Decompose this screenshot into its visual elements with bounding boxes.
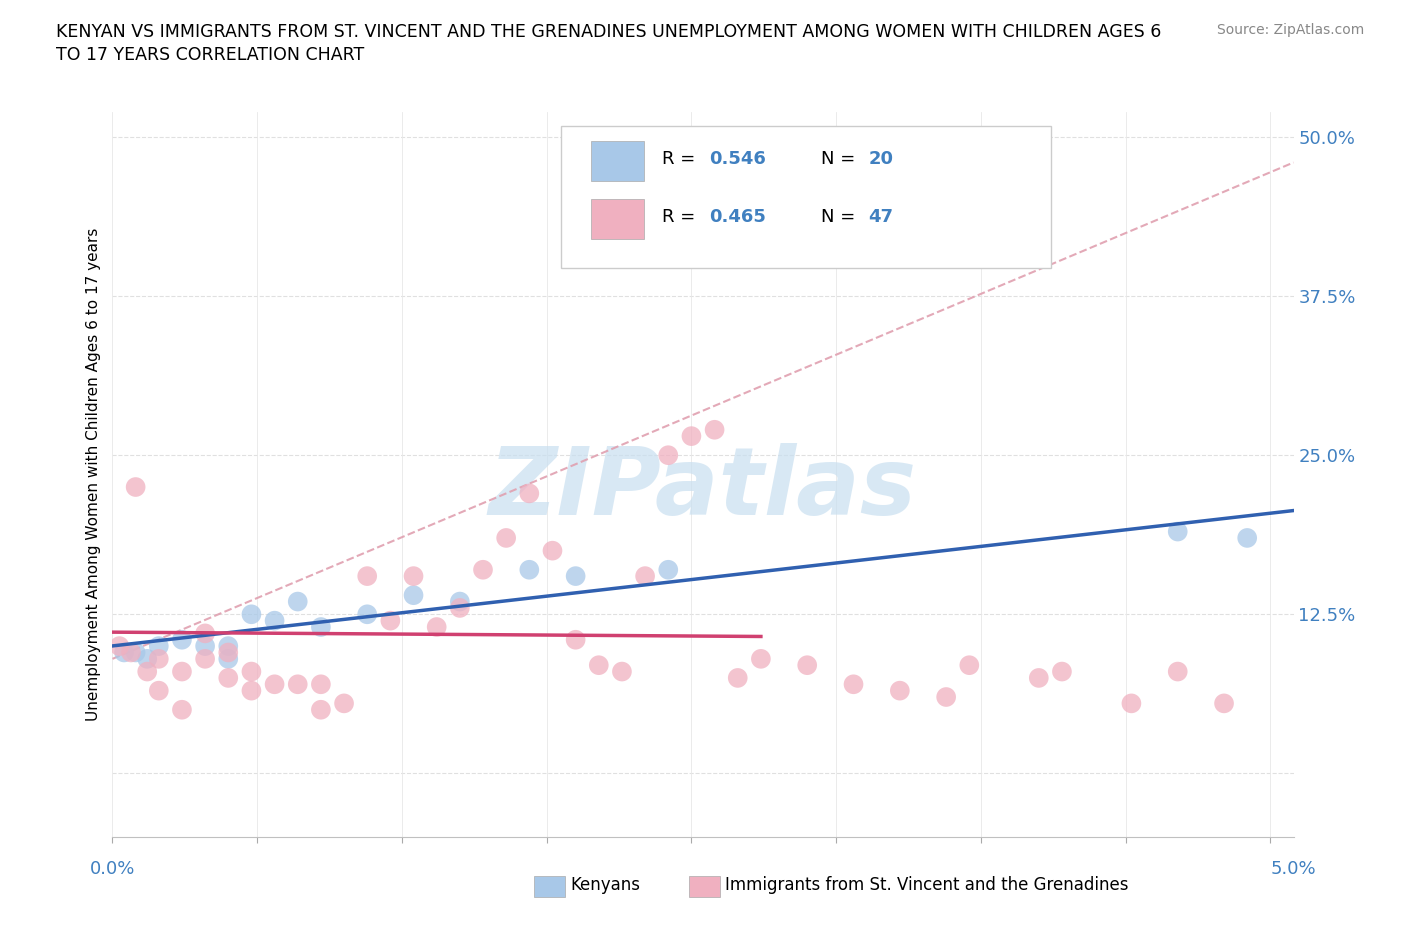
Point <box>148 639 170 654</box>
Point <box>148 684 170 698</box>
Point <box>120 645 142 660</box>
Point <box>634 568 657 583</box>
Point <box>564 568 586 583</box>
Point <box>495 530 517 545</box>
Point <box>449 594 471 609</box>
Point <box>124 645 146 660</box>
Point <box>842 677 865 692</box>
Point <box>1121 696 1143 711</box>
Text: Immigrants from St. Vincent and the Grenadines: Immigrants from St. Vincent and the Gren… <box>725 876 1129 895</box>
Point <box>957 658 980 672</box>
Text: R =: R = <box>662 207 700 226</box>
Text: Kenyans: Kenyans <box>571 876 641 895</box>
Point <box>1236 530 1258 545</box>
Point <box>796 658 818 672</box>
Text: TO 17 YEARS CORRELATION CHART: TO 17 YEARS CORRELATION CHART <box>56 46 364 64</box>
Point <box>112 645 135 660</box>
Point <box>402 588 425 603</box>
Point <box>380 613 402 628</box>
Point <box>1167 525 1189 539</box>
Point <box>749 651 772 666</box>
Point <box>356 568 378 583</box>
Text: R =: R = <box>662 150 700 167</box>
Point <box>309 619 332 634</box>
Point <box>170 702 193 717</box>
Bar <box>591 199 644 239</box>
Point <box>517 563 540 578</box>
Point <box>217 671 239 685</box>
Point <box>517 486 540 501</box>
Point <box>194 626 217 641</box>
Point <box>889 684 911 698</box>
FancyBboxPatch shape <box>561 126 1052 268</box>
Point <box>240 684 263 698</box>
Point <box>170 664 193 679</box>
Point <box>356 607 378 622</box>
Text: 20: 20 <box>869 150 893 167</box>
Point <box>309 702 332 717</box>
Text: N =: N = <box>821 150 860 167</box>
Point <box>263 613 285 628</box>
Point <box>1028 671 1050 685</box>
Point <box>217 645 239 660</box>
Point <box>136 651 159 666</box>
Text: 0.465: 0.465 <box>709 207 766 226</box>
Point <box>1213 696 1236 711</box>
Text: 0.0%: 0.0% <box>90 860 135 878</box>
Text: Source: ZipAtlas.com: Source: ZipAtlas.com <box>1216 23 1364 37</box>
Point <box>287 594 309 609</box>
Point <box>194 651 217 666</box>
Bar <box>591 140 644 180</box>
Point <box>217 651 239 666</box>
Point <box>541 543 564 558</box>
Point <box>449 601 471 616</box>
Point <box>588 658 610 672</box>
Point <box>681 429 703 444</box>
Point <box>240 664 263 679</box>
Text: 5.0%: 5.0% <box>1271 860 1316 878</box>
Point <box>170 632 193 647</box>
Point <box>564 632 586 647</box>
Text: 47: 47 <box>869 207 893 226</box>
Point <box>472 563 495 578</box>
Point <box>194 639 217 654</box>
Point <box>1167 664 1189 679</box>
Text: KENYAN VS IMMIGRANTS FROM ST. VINCENT AND THE GRENADINES UNEMPLOYMENT AMONG WOME: KENYAN VS IMMIGRANTS FROM ST. VINCENT AN… <box>56 23 1161 41</box>
Point <box>703 422 725 437</box>
Point <box>287 677 309 692</box>
Point <box>240 607 263 622</box>
Point <box>263 677 285 692</box>
Point <box>657 447 679 462</box>
Point <box>610 664 633 679</box>
Point <box>333 696 356 711</box>
Point <box>935 689 957 704</box>
Point <box>148 651 170 666</box>
Point <box>136 664 159 679</box>
Point <box>309 677 332 692</box>
Y-axis label: Unemployment Among Women with Children Ages 6 to 17 years: Unemployment Among Women with Children A… <box>86 228 101 721</box>
Point <box>217 639 239 654</box>
Point <box>657 563 679 578</box>
Text: ZIPatlas: ZIPatlas <box>489 443 917 535</box>
Point <box>124 480 146 495</box>
Point <box>402 568 425 583</box>
Point <box>426 619 449 634</box>
Point <box>108 639 131 654</box>
Point <box>727 671 749 685</box>
Point <box>1050 664 1073 679</box>
Text: N =: N = <box>821 207 860 226</box>
Text: 0.546: 0.546 <box>709 150 766 167</box>
